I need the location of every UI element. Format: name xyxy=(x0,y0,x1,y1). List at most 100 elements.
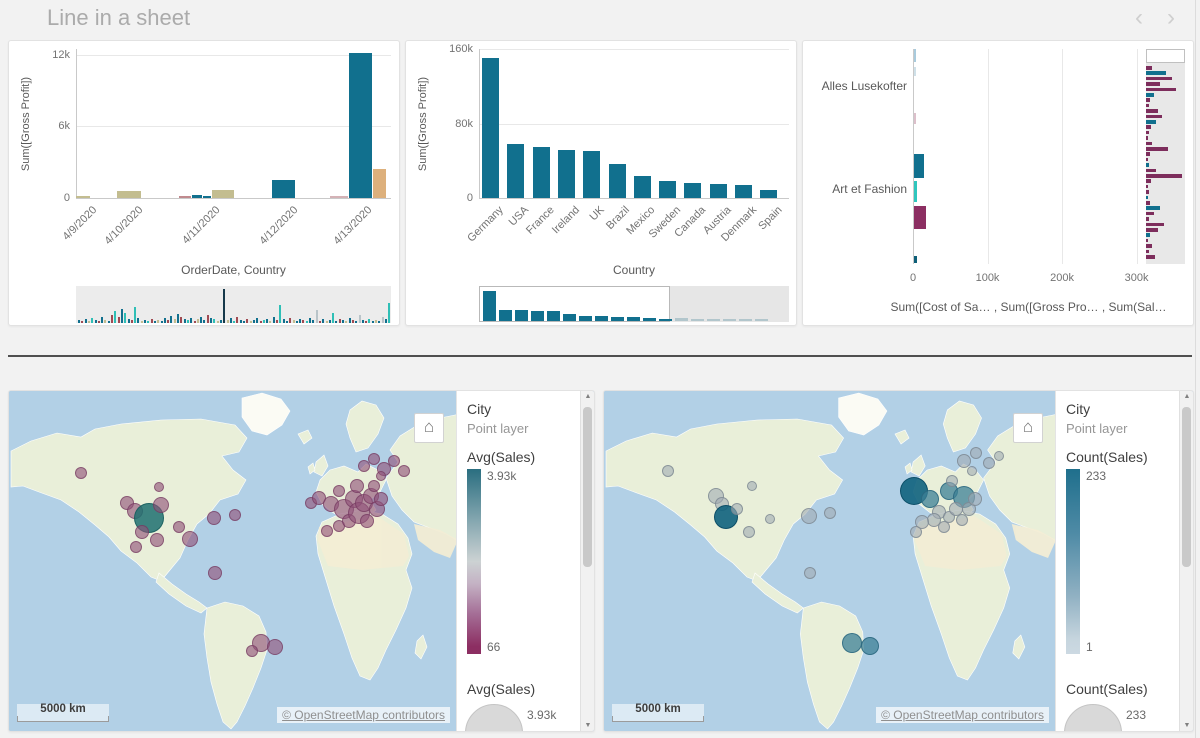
scrollbar-thumb[interactable] xyxy=(583,407,592,567)
map-point-bubble[interactable] xyxy=(824,507,836,519)
chart-navigator[interactable] xyxy=(76,286,391,323)
bar[interactable] xyxy=(735,184,752,198)
barchart-measures-by-customer[interactable]: 0 100k 200k 300k Alles Lusekofter Art et Fash… xyxy=(802,40,1194,326)
map-point-bubble[interactable] xyxy=(983,457,995,469)
bar[interactable] xyxy=(914,67,916,77)
chart-navigator[interactable] xyxy=(479,286,789,322)
map-point-bubble[interactable] xyxy=(368,480,380,492)
legend-scrollbar[interactable]: ▲ ▼ xyxy=(1179,391,1193,731)
map-point-bubble[interactable] xyxy=(360,514,374,528)
bar[interactable] xyxy=(684,183,702,198)
map-point-bubble[interactable] xyxy=(229,509,241,521)
map-point-bubble[interactable] xyxy=(376,471,386,481)
map-attribution[interactable]: © OpenStreetMap contributors xyxy=(277,707,450,723)
legend-scrollbar[interactable]: ▲ ▼ xyxy=(580,391,594,731)
bar[interactable] xyxy=(191,195,202,198)
map-point-bubble[interactable] xyxy=(135,525,149,539)
bar[interactable] xyxy=(272,180,296,198)
map-point-bubble[interactable] xyxy=(182,531,198,547)
barchart-gross-profit-by-orderdate[interactable]: 12k 6k 0 Sum([Gross Profit]) 4/9/2020 4/10/20… xyxy=(8,40,400,326)
map-point-bubble[interactable] xyxy=(731,503,743,515)
map-point-bubble[interactable] xyxy=(321,525,333,537)
prev-sheet-arrow-icon[interactable]: ‹ xyxy=(1135,4,1143,31)
map-point-bubble[interactable] xyxy=(130,541,142,553)
home-button[interactable]: ⌂ xyxy=(414,413,444,443)
bar[interactable] xyxy=(482,58,499,198)
bar[interactable] xyxy=(583,150,601,198)
map-point-bubble[interactable] xyxy=(938,521,950,533)
map-point-bubble[interactable] xyxy=(910,526,922,538)
map-point-bubble[interactable] xyxy=(154,482,164,492)
next-sheet-arrow-icon[interactable]: › xyxy=(1167,4,1175,31)
bar[interactable] xyxy=(348,52,372,198)
bar[interactable] xyxy=(202,196,211,198)
map-point-bubble[interactable] xyxy=(173,521,185,533)
bar[interactable] xyxy=(116,191,141,198)
map-point-bubble[interactable] xyxy=(801,508,817,524)
bar[interactable] xyxy=(75,196,90,198)
map-avg-sales[interactable]: ⌂ City Point layer Avg(Sales) 3.93k 66 Avg(Sal… xyxy=(8,390,595,732)
bar[interactable] xyxy=(659,181,677,198)
map-point-bubble[interactable] xyxy=(921,490,939,508)
bar[interactable] xyxy=(914,256,917,264)
map-point-bubble[interactable] xyxy=(743,526,755,538)
map-point-bubble[interactable] xyxy=(368,453,380,465)
map-point-bubble[interactable] xyxy=(246,645,258,657)
map-point-bubble[interactable] xyxy=(150,533,164,547)
bar[interactable] xyxy=(914,49,916,62)
scroll-up-icon[interactable]: ▲ xyxy=(1183,393,1191,400)
map-point-bubble[interactable] xyxy=(374,492,388,506)
bar[interactable] xyxy=(760,189,778,198)
map-point-bubble[interactable] xyxy=(804,567,816,579)
map-point-bubble[interactable] xyxy=(957,454,971,468)
bar[interactable] xyxy=(557,149,575,198)
map-count-sales[interactable]: ⌂ City Point layer Count(Sales) 233 1 Count(Sa… xyxy=(603,390,1194,732)
map-point-bubble[interactable] xyxy=(350,479,364,493)
map-attribution[interactable]: © OpenStreetMap contributors xyxy=(876,707,1049,723)
bar[interactable] xyxy=(633,175,651,198)
map-point-bubble[interactable] xyxy=(662,465,674,477)
map-point-bubble[interactable] xyxy=(153,497,169,513)
bar[interactable] xyxy=(709,184,727,198)
bar[interactable] xyxy=(608,164,626,198)
chart-navigator[interactable] xyxy=(1146,49,1185,264)
map-point-bubble[interactable] xyxy=(994,451,1004,461)
map-point-bubble[interactable] xyxy=(968,492,982,506)
bar[interactable] xyxy=(532,146,550,198)
bar[interactable] xyxy=(914,113,916,125)
map-point-bubble[interactable] xyxy=(333,485,345,497)
map-point-bubble[interactable] xyxy=(747,481,757,491)
map-point-bubble[interactable] xyxy=(267,639,283,655)
navigator-bar xyxy=(226,320,229,323)
map-point-bubble[interactable] xyxy=(970,447,982,459)
bar[interactable] xyxy=(507,143,525,198)
map-point-bubble[interactable] xyxy=(765,514,775,524)
bar[interactable] xyxy=(914,205,926,229)
map-point-bubble[interactable] xyxy=(956,514,968,526)
barchart-gross-profit-by-country[interactable]: 160k 80k 0 Sum([Gross Profit]) Germany USA Fra… xyxy=(405,40,797,326)
scroll-down-icon[interactable]: ▼ xyxy=(584,722,592,729)
map-point-bubble[interactable] xyxy=(946,475,958,487)
map-point-bubble[interactable] xyxy=(75,467,87,479)
map-point-bubble[interactable] xyxy=(398,465,410,477)
bar[interactable] xyxy=(211,190,234,198)
scroll-up-icon[interactable]: ▲ xyxy=(584,393,592,400)
bar[interactable] xyxy=(178,195,191,198)
map-point-bubble[interactable] xyxy=(358,460,370,472)
map-point-bubble[interactable] xyxy=(842,633,862,653)
map-point-bubble[interactable] xyxy=(967,466,977,476)
map-point-bubble[interactable] xyxy=(208,566,222,580)
scrollbar-thumb[interactable] xyxy=(1182,407,1191,567)
map-point-bubble[interactable] xyxy=(915,515,929,529)
bar[interactable] xyxy=(914,181,917,202)
map-point-bubble[interactable] xyxy=(927,513,941,527)
bar[interactable] xyxy=(914,153,924,178)
home-button[interactable]: ⌂ xyxy=(1013,413,1043,443)
map-point-bubble[interactable] xyxy=(207,511,221,525)
bar[interactable] xyxy=(329,196,348,198)
map-point-bubble[interactable] xyxy=(388,455,400,467)
map-point-bubble[interactable] xyxy=(861,637,879,655)
scroll-down-icon[interactable]: ▼ xyxy=(1183,722,1191,729)
bar[interactable] xyxy=(372,168,386,198)
navigator-window[interactable] xyxy=(1146,49,1185,63)
